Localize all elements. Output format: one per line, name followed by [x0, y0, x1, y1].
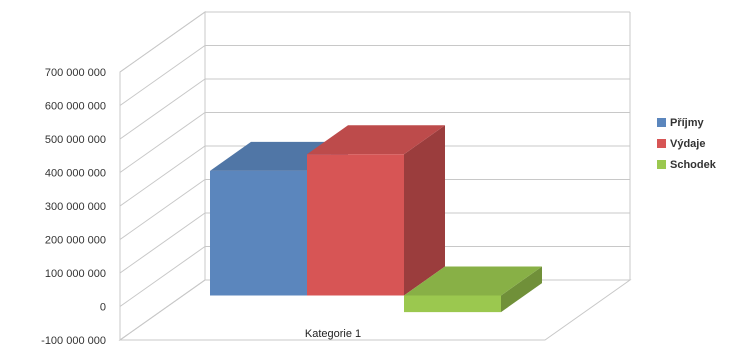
gridline — [119, 11, 630, 73]
y-tick-label: 600 000 000 — [45, 101, 106, 113]
y-tick-label: 0 — [100, 302, 106, 314]
bar-front-face — [307, 154, 404, 296]
legend-swatch — [657, 160, 666, 169]
gridline — [119, 246, 630, 307]
legend-item: Příjmy — [657, 112, 716, 133]
legend: Příjmy Výdaje Schodek — [657, 112, 716, 175]
legend-swatch — [657, 139, 666, 148]
y-tick-label: -100 000 000 — [41, 335, 106, 347]
bar-side-face — [501, 266, 542, 313]
legend-label: Schodek — [670, 158, 716, 171]
bar-side-face — [404, 125, 445, 296]
y-tick-label: 100 000 000 — [45, 268, 106, 280]
y-tick-label: 500 000 000 — [45, 134, 106, 146]
y-tick-label: 200 000 000 — [45, 235, 106, 247]
bar-2 — [307, 125, 445, 296]
gridline — [119, 212, 630, 274]
bar-top-face — [404, 266, 542, 296]
gridline — [119, 45, 630, 106]
x-category-label: Kategorie 1 — [305, 328, 361, 340]
legend-label: Příjmy — [670, 116, 704, 129]
x-axis-category-labels: Kategorie 1 — [305, 328, 361, 340]
gridline — [119, 78, 630, 140]
bar-top-face — [307, 125, 445, 155]
y-tick-label: 300 000 000 — [45, 201, 106, 213]
y-tick-label: 700 000 000 — [45, 67, 106, 79]
legend-item: Schodek — [657, 154, 716, 175]
legend-item: Výdaje — [657, 133, 716, 154]
bar-front-face — [210, 170, 307, 296]
bar-3 — [404, 266, 542, 313]
legend-label: Výdaje — [670, 137, 706, 150]
gridline — [119, 145, 630, 207]
gridline — [119, 179, 630, 240]
gridline — [119, 112, 630, 173]
bar-front-face — [404, 295, 501, 313]
y-tick-label: 400 000 000 — [45, 168, 106, 180]
y-axis-tick-labels: -100 000 000 0 100 000 000 200 000 000 300 0… — [41, 67, 106, 347]
legend-swatch — [657, 118, 666, 127]
gridlines — [119, 11, 631, 341]
bars — [210, 125, 542, 313]
